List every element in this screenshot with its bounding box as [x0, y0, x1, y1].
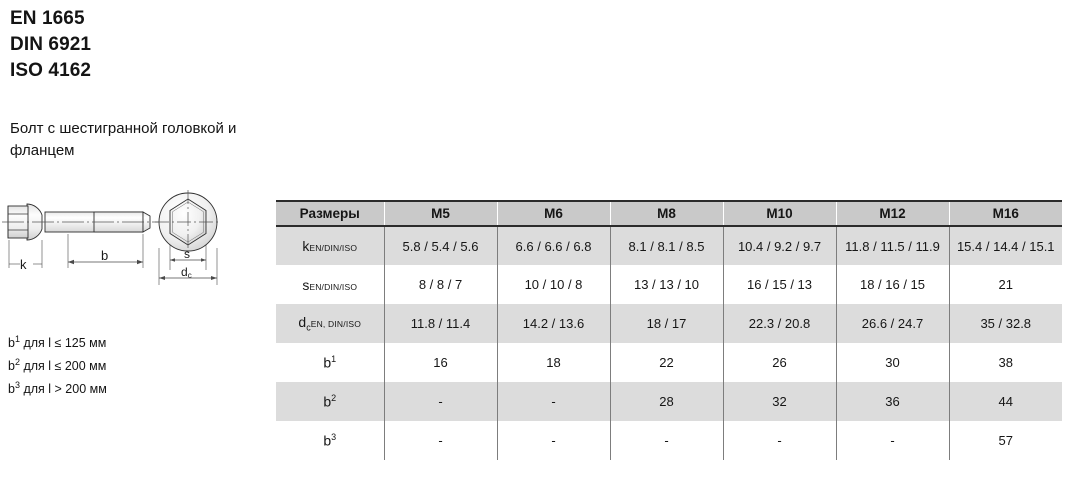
product-description: Болт с шестигранной головкой и фланцем	[10, 120, 237, 159]
legend-symbol: b	[8, 382, 15, 397]
table-cell: -	[496, 382, 610, 421]
table-cell: 6.6 / 6.6 / 6.8	[496, 226, 610, 265]
standard-en: EN 1665	[10, 8, 85, 29]
column-header-m5: M5	[383, 200, 497, 227]
table-row: sEN/DIN/ISO 8 / 8 / 7 10 / 10 / 8 13 / 1…	[276, 265, 1062, 304]
table-row: b1 16 18 22 26 30 38	[276, 343, 1062, 382]
table-cell: -	[383, 382, 497, 421]
legend-item: b1 для l ≤ 125 мм	[8, 330, 263, 353]
legend-superscript: 1	[14, 334, 20, 344]
table-cell: -	[835, 421, 949, 460]
table-cell: 21	[948, 265, 1062, 304]
dimension-label-s: s	[184, 247, 190, 261]
row-label-b3: b3	[276, 421, 384, 460]
table-cell: 18	[496, 343, 610, 382]
table-cell: 10.4 / 9.2 / 9.7	[722, 226, 836, 265]
table-cell: 18 / 17	[609, 304, 723, 343]
table-cell: 32	[722, 382, 836, 421]
table-cell: 10 / 10 / 8	[496, 265, 610, 304]
dimension-label-dc: dc	[181, 265, 192, 280]
table-cell: 44	[948, 382, 1062, 421]
legend-superscript: 3	[14, 380, 20, 391]
specification-table-container: Размеры M5 M6 M8 M10 M12 M16 kEN/DIN/ISO…	[276, 200, 1062, 460]
legend-text: для l ≤ 125 мм	[19, 336, 107, 351]
footnote-legend: b1 для l ≤ 125 мм b2 для l ≤ 200 мм b3 д…	[8, 330, 263, 399]
table-cell: 22	[609, 343, 723, 382]
bolt-technical-drawing: k b s	[0, 190, 268, 310]
legend-text: для l ≤ 200 мм	[19, 359, 107, 374]
table-cell: 11.8 / 11.4	[383, 304, 497, 343]
row-label-k: kEN/DIN/ISO	[276, 226, 384, 265]
table-cell: -	[496, 421, 610, 460]
table-row: dcEN, DIN/ISO 11.8 / 11.4 14.2 / 13.6 18…	[276, 304, 1062, 343]
row-symbol-superscript: 3	[331, 432, 337, 443]
row-symbol: b	[323, 393, 332, 410]
table-cell: 8.1 / 8.1 / 8.5	[609, 226, 723, 265]
table-cell: 57	[948, 421, 1062, 460]
row-symbol: b	[323, 432, 332, 449]
dimension-label-k: k	[20, 257, 27, 272]
column-header-m10: M10	[722, 200, 836, 227]
table-cell: 11.8 / 11.5 / 11.9	[835, 226, 949, 265]
row-symbol-subscript: c	[306, 322, 311, 333]
table-cell: 16 / 15 / 13	[722, 265, 836, 304]
table-cell: 16	[383, 343, 497, 382]
bolt-end-view: s dc	[155, 190, 221, 285]
table-row: b3 - - - - - 57	[276, 421, 1062, 460]
row-label-b2: b2	[276, 382, 384, 421]
row-symbol: d	[298, 314, 307, 331]
row-standard-note: EN/DIN/ISO	[309, 281, 358, 292]
table-cell: -	[609, 421, 723, 460]
table-cell: 14.2 / 13.6	[496, 304, 610, 343]
row-symbol-superscript: 1	[331, 354, 337, 365]
table-cell: 15.4 / 14.4 / 15.1	[948, 226, 1062, 265]
legend-item: b2 для l ≤ 200 мм	[8, 353, 263, 376]
column-header-dimensions: Размеры	[276, 200, 384, 227]
legend-text: для l > 200 мм	[19, 382, 107, 397]
table-cell: -	[722, 421, 836, 460]
row-symbol: k	[302, 238, 310, 254]
row-symbol-superscript: 2	[331, 393, 337, 404]
table-cell: 26.6 / 24.7	[835, 304, 949, 343]
table-cell: -	[383, 421, 497, 460]
standard-iso: ISO 4162	[10, 60, 92, 81]
row-standard-note: EN/DIN/ISO	[309, 243, 358, 253]
table-cell: 30	[835, 343, 949, 382]
table-cell: 26	[722, 343, 836, 382]
table-row: kEN/DIN/ISO 5.8 / 5.4 / 5.6 6.6 / 6.6 / …	[276, 226, 1062, 265]
legend-superscript: 2	[14, 357, 20, 368]
standards-heading: EN 1665 DIN 6921 ISO 4162	[10, 6, 260, 84]
table-cell: 5.8 / 5.4 / 5.6	[383, 226, 497, 265]
column-header-m16: M16	[948, 200, 1062, 227]
legend-symbol: b	[8, 336, 15, 351]
column-header-m12: M12	[835, 200, 949, 227]
table-cell: 8 / 8 / 7	[383, 265, 497, 304]
table-cell: 18 / 16 / 15	[835, 265, 949, 304]
table-row: b2 - - 28 32 36 44	[276, 382, 1062, 421]
row-label-b1: b1	[276, 343, 384, 382]
column-header-m6: M6	[496, 200, 610, 227]
legend-item: b3 для l > 200 мм	[8, 376, 263, 399]
row-label-s: sEN/DIN/ISO	[276, 265, 384, 304]
row-symbol: s	[302, 276, 310, 293]
table-cell: 13 / 13 / 10	[609, 265, 723, 304]
bolt-side-view: k b	[2, 203, 160, 272]
specification-table: Размеры M5 M6 M8 M10 M12 M16 kEN/DIN/ISO…	[276, 200, 1062, 460]
standard-din: DIN 6921	[10, 34, 92, 55]
row-label-dc: dcEN, DIN/ISO	[276, 304, 384, 343]
row-standard-note: EN, DIN/ISO	[310, 319, 362, 330]
table-cell: 22.3 / 20.8	[722, 304, 836, 343]
legend-symbol: b	[8, 359, 15, 374]
table-body: kEN/DIN/ISO 5.8 / 5.4 / 5.6 6.6 / 6.6 / …	[276, 226, 1062, 460]
table-cell: 38	[948, 343, 1062, 382]
table-header-row: Размеры M5 M6 M8 M10 M12 M16	[276, 200, 1062, 227]
dimension-label-b: b	[101, 248, 108, 263]
column-header-m8: M8	[609, 200, 723, 227]
row-symbol: b	[323, 354, 332, 371]
table-cell: 28	[609, 382, 723, 421]
table-cell: 35 / 32.8	[948, 304, 1062, 343]
table-cell: 36	[835, 382, 949, 421]
